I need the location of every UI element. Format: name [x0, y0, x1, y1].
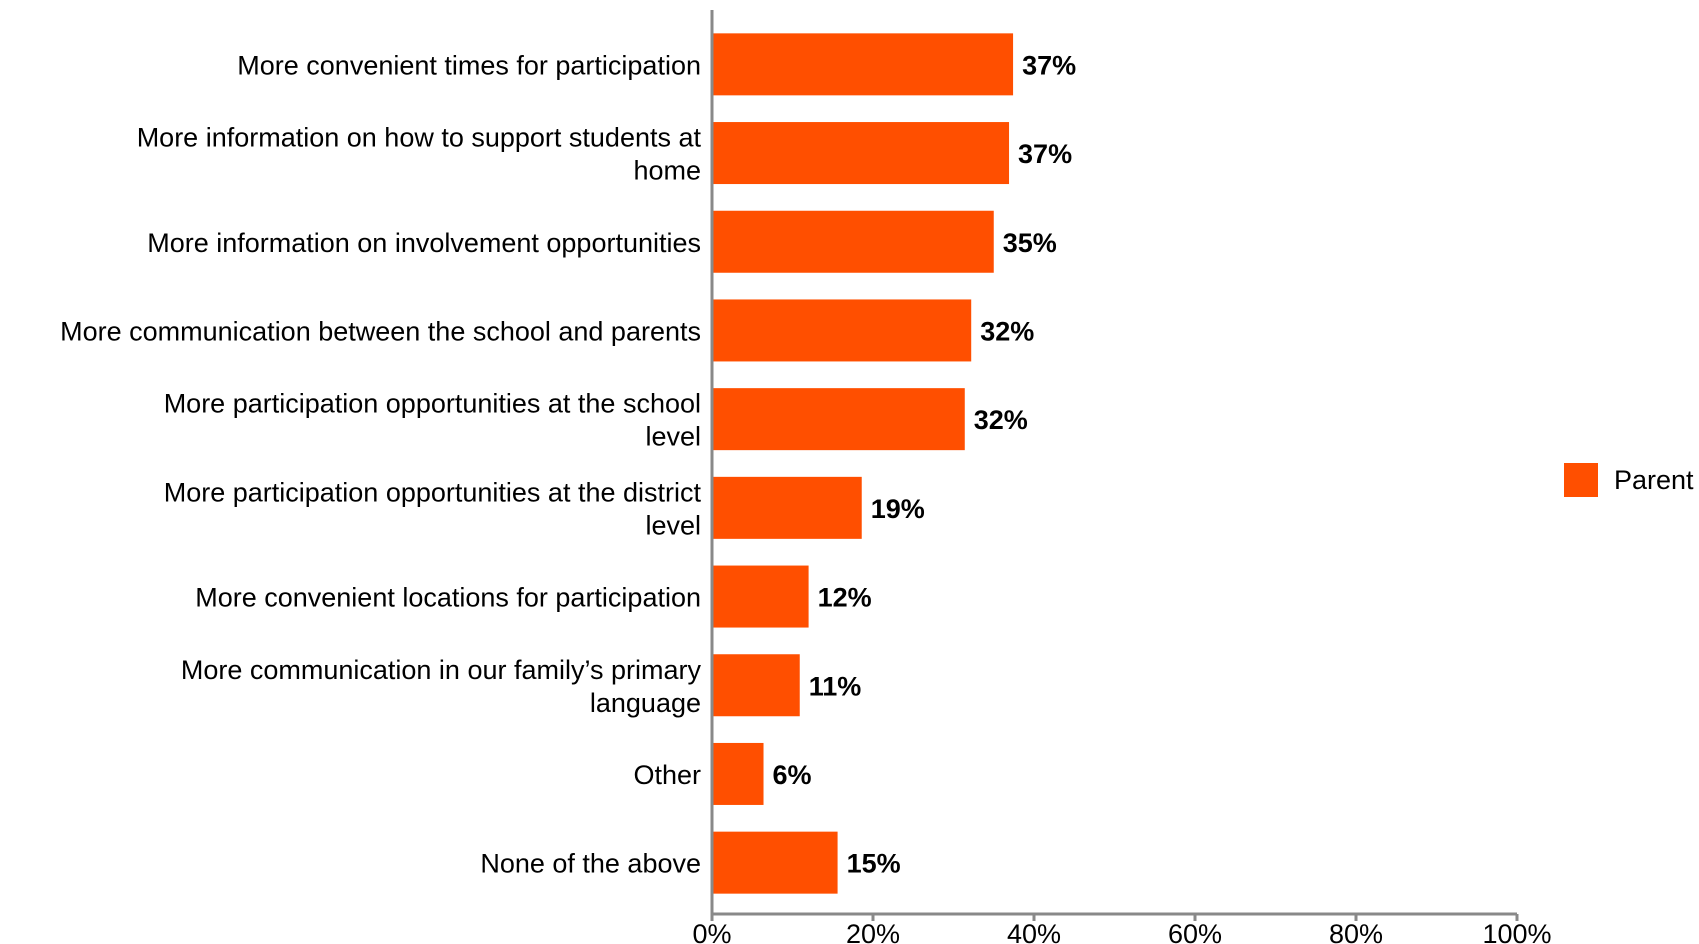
data-label: 32% [974, 405, 1028, 435]
x-tick-label: 0% [692, 919, 731, 944]
bar [712, 122, 1010, 185]
bar [712, 565, 809, 628]
legend-label-parent: Parent [1614, 465, 1694, 495]
x-tick-label: 100% [1482, 919, 1551, 944]
bar [712, 33, 1014, 96]
legend: Parent [1564, 463, 1694, 497]
bar [712, 210, 994, 273]
category-label: More communication between the school an… [60, 316, 701, 346]
data-label: 15% [847, 849, 901, 879]
data-label: 11% [809, 671, 862, 701]
bars-group [712, 33, 1014, 894]
data-label: 12% [818, 583, 872, 613]
category-label: More communication in our family’s prima… [181, 655, 702, 718]
category-label: More convenient times for participation [237, 50, 701, 80]
bar [712, 299, 972, 362]
category-label: More participation opportunities at the … [164, 477, 702, 540]
category-labels-group: More convenient times for participation M… [60, 50, 701, 878]
x-tick-label: 60% [1168, 919, 1222, 944]
category-label: More participation opportunities at the … [164, 389, 701, 452]
value-labels-group: 37% 37% 35% 32% 32% 19% 12% 11% 6% 15% [773, 50, 1077, 878]
data-label: 35% [1003, 228, 1057, 258]
bar [712, 831, 838, 894]
legend-swatch-parent [1564, 463, 1598, 497]
category-label: More information on how to support stude… [137, 123, 702, 186]
data-label: 6% [773, 760, 812, 790]
bar [712, 742, 764, 805]
category-label: Other [633, 760, 701, 790]
x-tick-label: 40% [1007, 919, 1061, 944]
data-label: 19% [871, 494, 925, 524]
x-tick-label: 20% [846, 919, 900, 944]
bar [712, 654, 800, 717]
bar [712, 388, 965, 451]
x-tick-label: 80% [1329, 919, 1383, 944]
category-label: More convenient locations for participat… [195, 583, 701, 613]
data-label: 32% [980, 316, 1034, 346]
axes-group: 0% 20% 40% 60% 80% 100% [692, 10, 1552, 944]
data-label: 37% [1018, 139, 1072, 169]
category-label: None of the above [480, 849, 701, 879]
data-label: 37% [1022, 50, 1076, 80]
category-label: More information on involvement opportun… [147, 228, 701, 258]
bar [712, 476, 862, 539]
